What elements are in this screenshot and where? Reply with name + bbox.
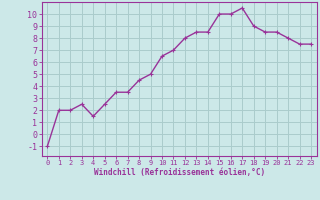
X-axis label: Windchill (Refroidissement éolien,°C): Windchill (Refroidissement éolien,°C) xyxy=(94,168,265,177)
